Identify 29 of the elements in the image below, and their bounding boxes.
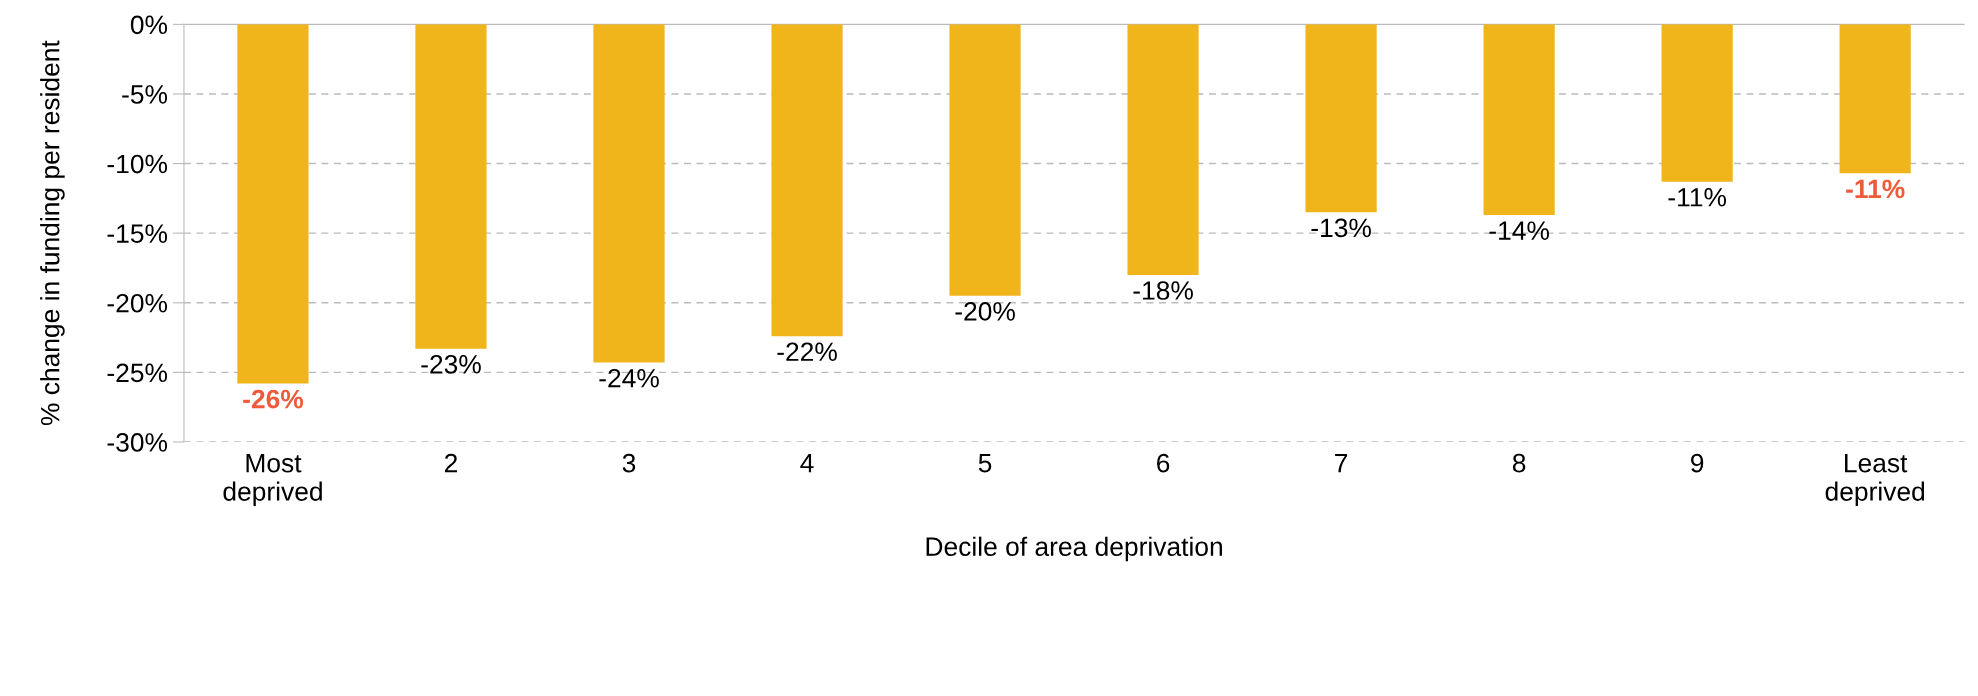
y-tick-label: -30% <box>107 433 168 452</box>
y-tick-label: -15% <box>107 224 168 243</box>
x-tick-label: 3 <box>622 453 636 473</box>
x-tick-label: 2 <box>444 453 457 473</box>
annotation: -11% <box>1846 179 1905 199</box>
y-tick-label: 0% <box>130 15 168 35</box>
annotation: -26% <box>243 389 304 409</box>
data-label: -14% <box>1489 221 1549 240</box>
data-label: -24% <box>599 368 659 388</box>
x-tick-label: 6 <box>1157 453 1170 473</box>
x-tick-label: Least deprived <box>1825 454 1925 507</box>
x-tick-label: Most deprived <box>223 454 322 507</box>
y-tick-label: -25% <box>107 363 168 383</box>
y-tick-label: -5% <box>122 85 168 104</box>
data-label: -22% <box>777 342 837 362</box>
x-tick-label: 4 <box>800 454 814 473</box>
y-axis-title: % change in funding per resident <box>40 40 65 426</box>
data-label: -20% <box>955 302 1015 321</box>
data-label: -18% <box>1133 281 1193 300</box>
y-tick-label: -10% <box>107 154 168 174</box>
y-tick-label: -20% <box>107 293 168 313</box>
data-label: -11% <box>1668 188 1727 207</box>
x-axis-title: Decile of area deprivation <box>926 536 1222 562</box>
data-label: -13% <box>1311 218 1371 238</box>
x-tick-label: 8 <box>1512 453 1526 473</box>
x-tick-label: 9 <box>1691 453 1704 473</box>
x-tick-label: 7 <box>1335 454 1348 473</box>
x-tick-label: 5 <box>978 454 992 473</box>
data-label: -23% <box>421 354 481 374</box>
